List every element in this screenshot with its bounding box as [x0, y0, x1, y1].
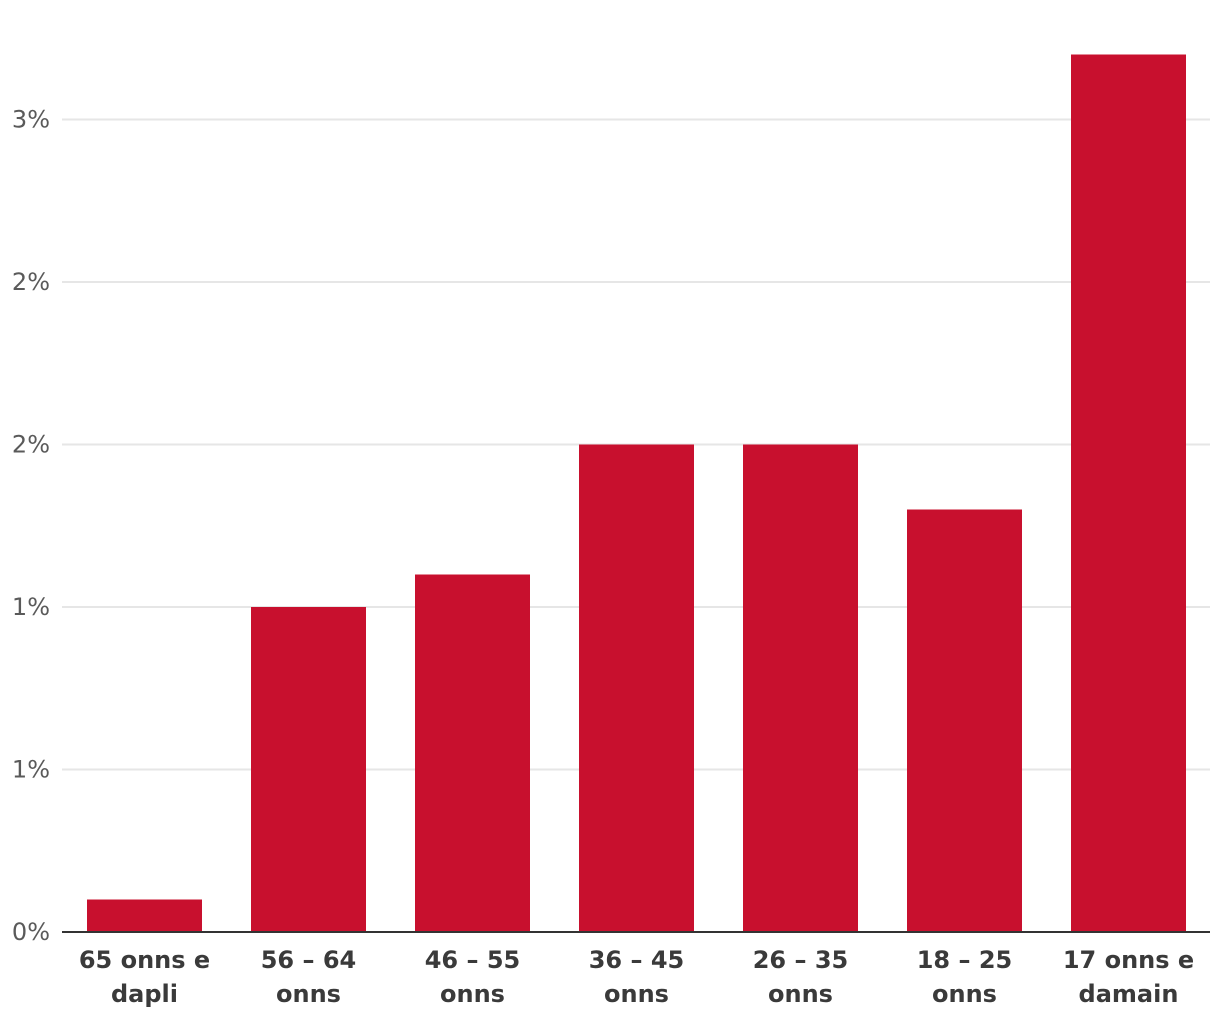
x-category-label: onns: [440, 980, 505, 1008]
x-category-label: 46 – 55: [425, 946, 521, 974]
y-tick-label: 0%: [12, 918, 50, 946]
x-category-label: 36 – 45: [589, 946, 685, 974]
bar: [251, 607, 366, 932]
y-tick-label: 1%: [12, 756, 50, 784]
x-category-label: 65 onns e: [79, 946, 210, 974]
y-tick-label: 2%: [12, 431, 50, 459]
x-category-label: onns: [604, 980, 669, 1008]
x-category-label: damain: [1079, 980, 1179, 1008]
bar: [415, 574, 530, 932]
bar: [907, 509, 1022, 932]
x-category-label: onns: [276, 980, 341, 1008]
x-category-label: onns: [768, 980, 833, 1008]
x-category-label: 56 – 64: [261, 946, 357, 974]
y-tick-label: 3%: [12, 106, 50, 134]
bar: [579, 444, 694, 932]
x-category-label: dapli: [111, 980, 178, 1008]
bar: [87, 899, 202, 932]
x-category-label: 18 – 25: [917, 946, 1013, 974]
y-tick-label: 1%: [12, 593, 50, 621]
x-category-label: 26 – 35: [753, 946, 849, 974]
y-axis-tick-labels: 0% 1% 1% 2% 2% 3%: [12, 106, 50, 947]
x-category-label: onns: [932, 980, 997, 1008]
bars: [87, 54, 1186, 932]
bar: [1071, 54, 1186, 932]
y-tick-label: 2%: [12, 268, 50, 296]
x-category-label: 17 onns e: [1063, 946, 1194, 974]
bar: [743, 444, 858, 932]
x-axis-category-labels: 65 onns e dapli 56 – 64 onns 46 – 55 onns 36 –…: [79, 946, 1194, 1008]
